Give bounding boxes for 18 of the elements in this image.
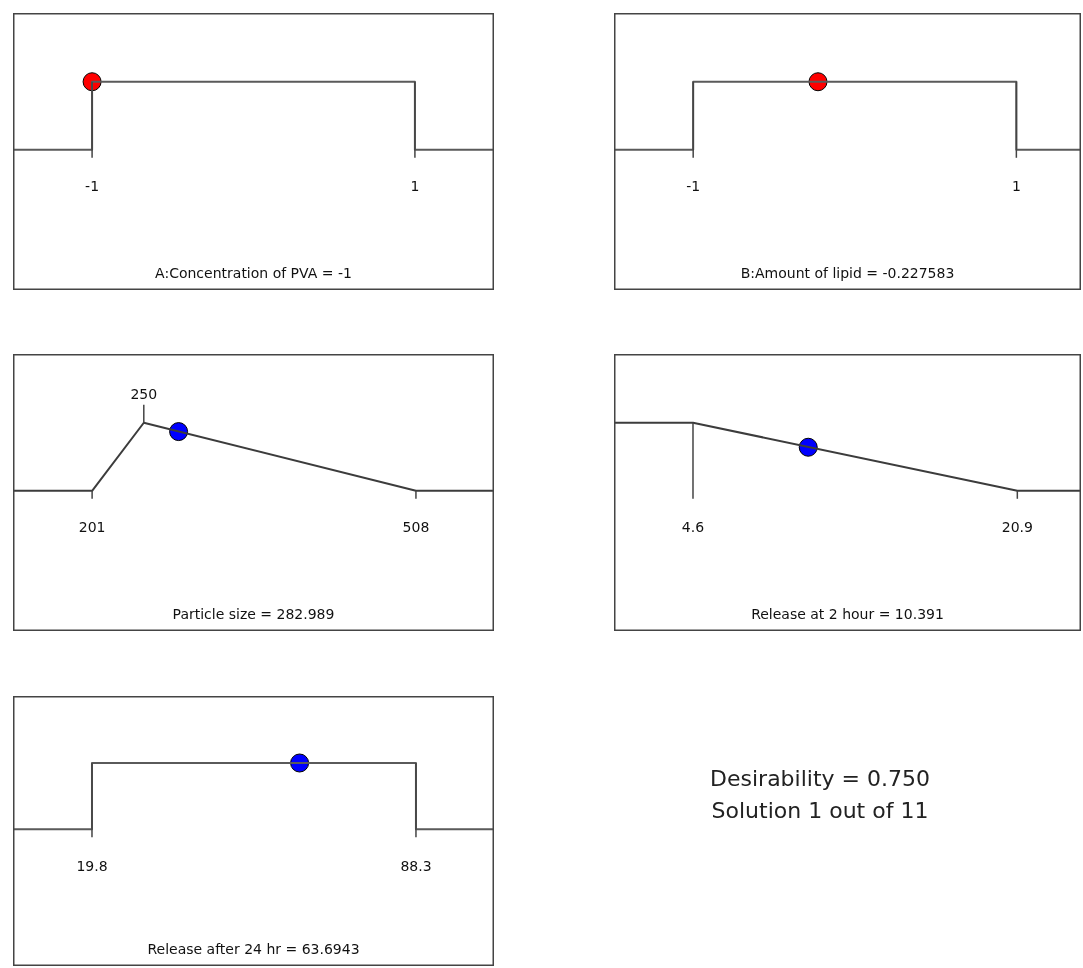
x-tick-label: 201 [78,519,106,536]
x-axis-title: Release at 2 hour = 10.391 [751,605,944,622]
x-tick-label: -1 [85,178,100,195]
x-tick-label: 20.9 [1001,519,1033,536]
annotation: 250 [130,386,158,403]
text: Solution 1 out of 11 [710,797,930,825]
text: Desirability = 0.750 [709,765,931,793]
x-tick-label: -1 [686,178,701,195]
x-tick-label: 508 [402,519,430,536]
x-axis-title: A:Concentration of PVA = -1 [155,264,352,281]
x-tick-label: 19.8 [76,857,108,874]
x-tick-label: 1 [410,178,420,195]
x-axis-title: Release after 24 hr = 63.6943 [147,940,360,957]
x-tick-label: 4.6 [681,519,705,536]
x-axis-title: B:Amount of lipid = -0.227583 [740,264,955,281]
x-tick-label: 1 [1011,178,1021,195]
x-tick-label: 88.3 [400,857,432,874]
x-axis-title: Particle size = 282.989 [172,605,335,622]
